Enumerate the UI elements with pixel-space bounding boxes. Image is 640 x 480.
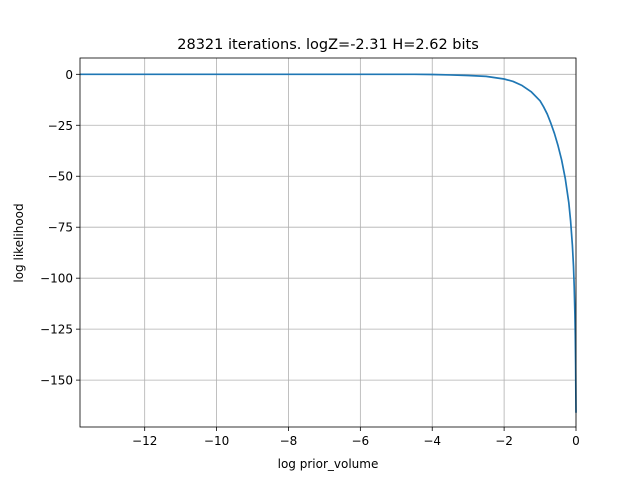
x-tick-label: −8 — [280, 434, 298, 448]
y-tick-label: −75 — [48, 221, 73, 235]
grid-layer — [80, 58, 577, 427]
x-axis-label: log prior_volume — [278, 457, 379, 471]
series-layer — [80, 73, 577, 413]
x-tick-label: −6 — [351, 434, 369, 448]
series-line-0 — [80, 73, 577, 413]
y-tick-label: −100 — [40, 272, 73, 286]
x-tick-label: −10 — [204, 434, 229, 448]
tick-layer: −12 −10 −8 −6 −4 −2 0 0 −25 −50 −75 −100 −125 −150 — [40, 68, 580, 448]
y-tick-label: 0 — [65, 68, 73, 82]
y-tick-label: −125 — [40, 323, 73, 337]
y-tick-label: −50 — [48, 170, 73, 184]
y-tick-label: −150 — [40, 374, 73, 388]
y-tick-label: −25 — [48, 119, 73, 133]
x-tick-label: −2 — [495, 434, 513, 448]
plot-frame — [79, 57, 577, 428]
chart-title: 28321 iterations. logZ=-2.31 H=2.62 bits — [177, 37, 479, 53]
x-tick-label: −4 — [423, 434, 441, 448]
y-axis-label: log likelihood — [12, 203, 26, 282]
x-tick-label: 0 — [572, 434, 580, 448]
x-tick-label: −12 — [132, 434, 157, 448]
